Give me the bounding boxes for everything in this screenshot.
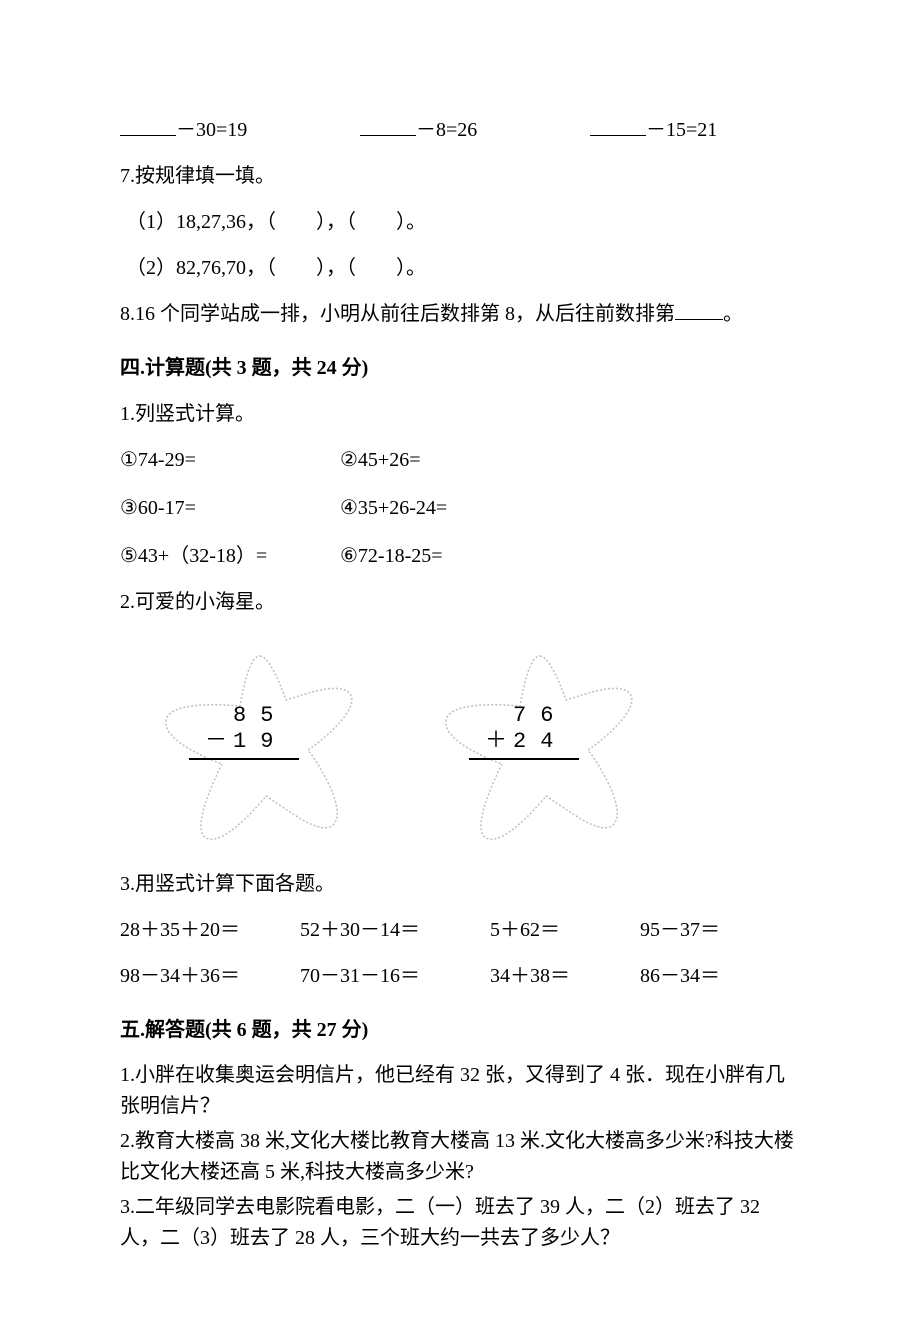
s4-q1-stem: 1.列竖式计算。 — [120, 398, 800, 430]
calc-item: 52＋30－14＝ — [300, 914, 490, 946]
calc-op: － — [205, 729, 227, 754]
starfish-1: －85 －19 — [150, 648, 370, 848]
section-5-title: 五.解答题(共 6 题，共 27 分) — [120, 1014, 800, 1046]
fill-blank-1: －30=19 — [120, 114, 360, 146]
fill-in-row: －30=19 －8=26 －15=21 — [120, 114, 800, 146]
calc-bottom: 24 — [513, 729, 567, 754]
word-problem-2: 2.教育大楼高 38 米,文化大楼比教育大楼高 13 米.文化大楼高多少米?科技… — [120, 1126, 800, 1188]
vertical-calc-2: ＋76 ＋24 — [485, 703, 579, 760]
calc-item: 86－34＝ — [640, 960, 800, 992]
calc-top: 85 — [233, 703, 287, 728]
calc-item: 70－31－16＝ — [300, 960, 490, 992]
s4-q3-grid: 28＋35＋20＝ 52＋30－14＝ 5＋62＝ 95－37＝ 98－34＋3… — [120, 914, 800, 992]
blank[interactable] — [120, 115, 176, 136]
calc-item: ②45+26= — [340, 444, 800, 476]
calc-bottom: 19 — [233, 729, 287, 754]
word-problem-3: 3.二年级同学去电影院看电影，二（一）班去了 39 人，二（2）班去了 32 人… — [120, 1192, 800, 1254]
calc-item: 98－34＋36＝ — [120, 960, 300, 992]
calc-op: ＋ — [485, 729, 507, 754]
blank[interactable] — [360, 115, 416, 136]
calc-rule — [189, 758, 299, 760]
calc-item: 5＋62＝ — [490, 914, 640, 946]
section-4-title: 四.计算题(共 3 题，共 24 分) — [120, 352, 800, 384]
calc-item: ③60-17= — [120, 492, 340, 524]
q7-sub-a: （1）18,27,36，（ ），（ ）。 — [120, 206, 800, 238]
fill-blank-2: －8=26 — [360, 114, 590, 146]
equation-text: －8=26 — [416, 119, 477, 141]
word-problem-1: 1.小胖在收集奥运会明信片，他已经有 32 张，又得到了 4 张．现在小胖有几张… — [120, 1060, 800, 1122]
s4-q1-grid: ①74-29= ②45+26= ③60-17= ④35+26-24= ⑤43+（… — [120, 444, 800, 572]
calc-item: ⑤43+（32-18）= — [120, 540, 340, 572]
fill-blank-3: －15=21 — [590, 114, 790, 146]
calc-item: ⑥72-18-25= — [340, 540, 800, 572]
calc-item: 28＋35＋20＝ — [120, 914, 300, 946]
calc-rule — [469, 758, 579, 760]
q8-post: 。 — [723, 303, 743, 325]
equation-text: －30=19 — [176, 119, 247, 141]
calc-item: 95－37＝ — [640, 914, 800, 946]
vertical-calc-1: －85 －19 — [205, 703, 299, 760]
s4-q2-stem: 2.可爱的小海星。 — [120, 586, 800, 618]
q7-stem: 7.按规律填一填。 — [120, 160, 800, 192]
star-row: －85 －19 ＋76 ＋24 — [150, 648, 800, 848]
blank[interactable] — [590, 115, 646, 136]
equation-text: －15=21 — [646, 119, 717, 141]
starfish-2: ＋76 ＋24 — [430, 648, 650, 848]
q7-sub-b: （2）82,76,70，（ ），（ ）。 — [120, 252, 800, 284]
calc-item: 34＋38＝ — [490, 960, 640, 992]
calc-top: 76 — [513, 703, 567, 728]
q8: 8.16 个同学站成一排，小明从前往后数排第 8，从后往前数排第 。 — [120, 298, 800, 330]
blank[interactable] — [675, 299, 723, 320]
calc-item: ④35+26-24= — [340, 492, 800, 524]
s4-q3-stem: 3.用竖式计算下面各题。 — [120, 868, 800, 900]
calc-item: ①74-29= — [120, 444, 340, 476]
q8-pre: 8.16 个同学站成一排，小明从前往后数排第 8，从后往前数排第 — [120, 303, 675, 325]
